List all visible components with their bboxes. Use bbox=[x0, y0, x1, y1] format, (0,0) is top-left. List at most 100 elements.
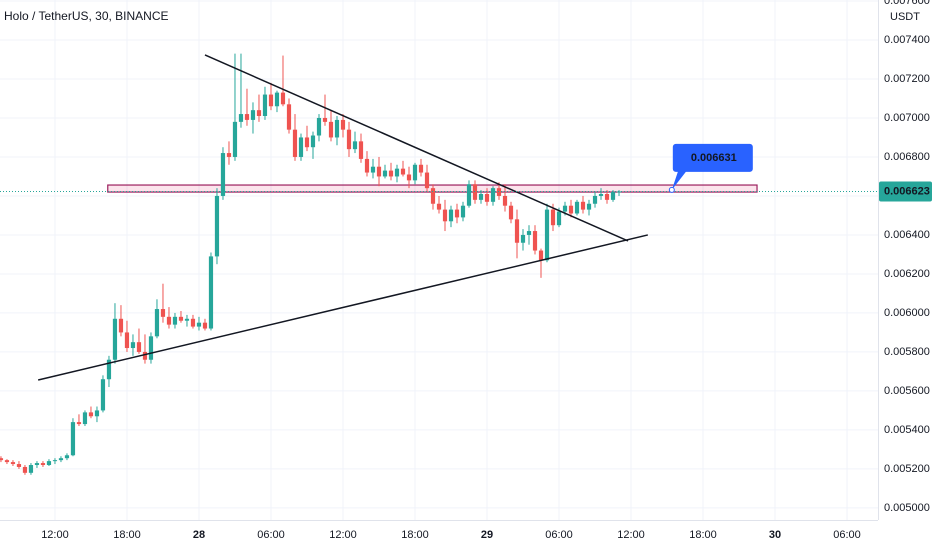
candle-body bbox=[28, 465, 34, 473]
candle-body bbox=[538, 250, 544, 261]
candle-body bbox=[364, 158, 370, 173]
candle-body bbox=[88, 412, 94, 417]
candle-body bbox=[346, 129, 352, 150]
candle-body bbox=[238, 114, 244, 122]
candle-body bbox=[136, 342, 142, 352]
candle-body bbox=[142, 351, 148, 360]
candle-body bbox=[508, 205, 514, 220]
y-tick-label: 0.007000 bbox=[884, 112, 930, 124]
candle-body bbox=[274, 92, 280, 107]
candle-body bbox=[340, 119, 346, 130]
candle-body bbox=[262, 94, 268, 117]
candle-body bbox=[532, 231, 538, 251]
candle-body bbox=[334, 119, 340, 138]
candle-body bbox=[118, 318, 124, 333]
candle-body bbox=[178, 316, 184, 321]
candle-body bbox=[550, 209, 556, 226]
candle-body bbox=[196, 322, 202, 327]
y-tick-label: 0.007200 bbox=[884, 73, 930, 85]
x-tick-label: 12:00 bbox=[41, 529, 69, 541]
candle-body bbox=[160, 309, 166, 317]
candle-body bbox=[418, 164, 424, 173]
candle-body bbox=[34, 463, 40, 466]
candle-body bbox=[0, 458, 4, 461]
candle-body bbox=[472, 184, 478, 200]
candle-body bbox=[598, 194, 604, 196]
candle-body bbox=[70, 422, 76, 456]
candle-body bbox=[526, 231, 532, 235]
candle-body bbox=[502, 195, 508, 206]
candle-body bbox=[610, 192, 616, 200]
candle-body bbox=[172, 316, 178, 325]
candle-body bbox=[10, 462, 16, 465]
candle-body bbox=[544, 209, 550, 261]
trendline bbox=[204, 54, 629, 242]
candle-body bbox=[304, 137, 310, 148]
y-tick-label: 0.007600 bbox=[884, 0, 930, 7]
candle-body bbox=[400, 168, 406, 175]
candle-body bbox=[202, 322, 208, 329]
candle-body bbox=[370, 166, 376, 173]
candle-body bbox=[244, 114, 250, 120]
candle-body bbox=[424, 172, 430, 189]
candle-body bbox=[586, 203, 592, 210]
axes: 0.007600 0.007400 0.007200 0.007000 0.006800… bbox=[41, 0, 932, 541]
candle-body bbox=[406, 174, 412, 181]
y-tick-label: 0.006400 bbox=[884, 229, 930, 241]
candle-body bbox=[76, 422, 82, 425]
y-tick-label: 0.007400 bbox=[884, 34, 930, 46]
candle-body bbox=[286, 104, 292, 130]
candle-body bbox=[58, 458, 64, 461]
candle-body bbox=[562, 205, 568, 212]
grid bbox=[0, 0, 878, 520]
y-tick-label: 0.006000 bbox=[884, 307, 930, 319]
x-tick-label: 28 bbox=[193, 529, 205, 541]
x-tick-label: 12:00 bbox=[617, 529, 645, 541]
candle-body bbox=[496, 188, 502, 196]
candle-body bbox=[466, 184, 472, 206]
candle-body bbox=[358, 141, 364, 159]
candle-body bbox=[442, 209, 448, 222]
candle-body bbox=[232, 121, 238, 157]
candle-body bbox=[148, 336, 154, 360]
y-tick-label: 0.005200 bbox=[884, 463, 930, 475]
candle-body bbox=[556, 211, 562, 226]
candle-body bbox=[64, 455, 70, 459]
candle-body bbox=[328, 121, 334, 138]
candle-body bbox=[256, 110, 262, 117]
candle-body bbox=[40, 463, 46, 466]
candle-body bbox=[298, 137, 304, 157]
candle-body bbox=[520, 234, 526, 243]
y-tick-label: 0.006800 bbox=[884, 151, 930, 163]
candle-body bbox=[250, 110, 256, 120]
candle-body bbox=[460, 205, 466, 218]
candle-body bbox=[214, 195, 220, 257]
candle-body bbox=[220, 153, 226, 196]
callout-label: 0.006631 bbox=[691, 152, 737, 164]
y-tick-label: 0.005600 bbox=[884, 385, 930, 397]
candle-body bbox=[130, 342, 136, 349]
candle-body bbox=[94, 410, 100, 417]
candle-body bbox=[388, 170, 394, 177]
candle-body bbox=[490, 188, 496, 202]
plot: 0.006631 bbox=[0, 53, 878, 475]
candle-body bbox=[592, 195, 598, 204]
candle-body bbox=[190, 318, 196, 327]
x-tick-label: 06:00 bbox=[833, 529, 861, 541]
candle-body bbox=[124, 332, 130, 349]
candle-body bbox=[310, 135, 316, 148]
candle-body bbox=[568, 205, 574, 214]
candle-body bbox=[514, 219, 520, 243]
last-price-label: 0.006623 bbox=[884, 185, 930, 197]
x-tick-label: 29 bbox=[481, 529, 493, 541]
candle-body bbox=[394, 168, 400, 177]
candle-body bbox=[484, 194, 490, 202]
candle-body bbox=[430, 188, 436, 204]
candle-body bbox=[46, 461, 52, 466]
candle-body bbox=[208, 256, 214, 329]
candle-body bbox=[616, 191, 622, 193]
candle-body bbox=[604, 194, 610, 200]
candle-body bbox=[52, 460, 58, 462]
